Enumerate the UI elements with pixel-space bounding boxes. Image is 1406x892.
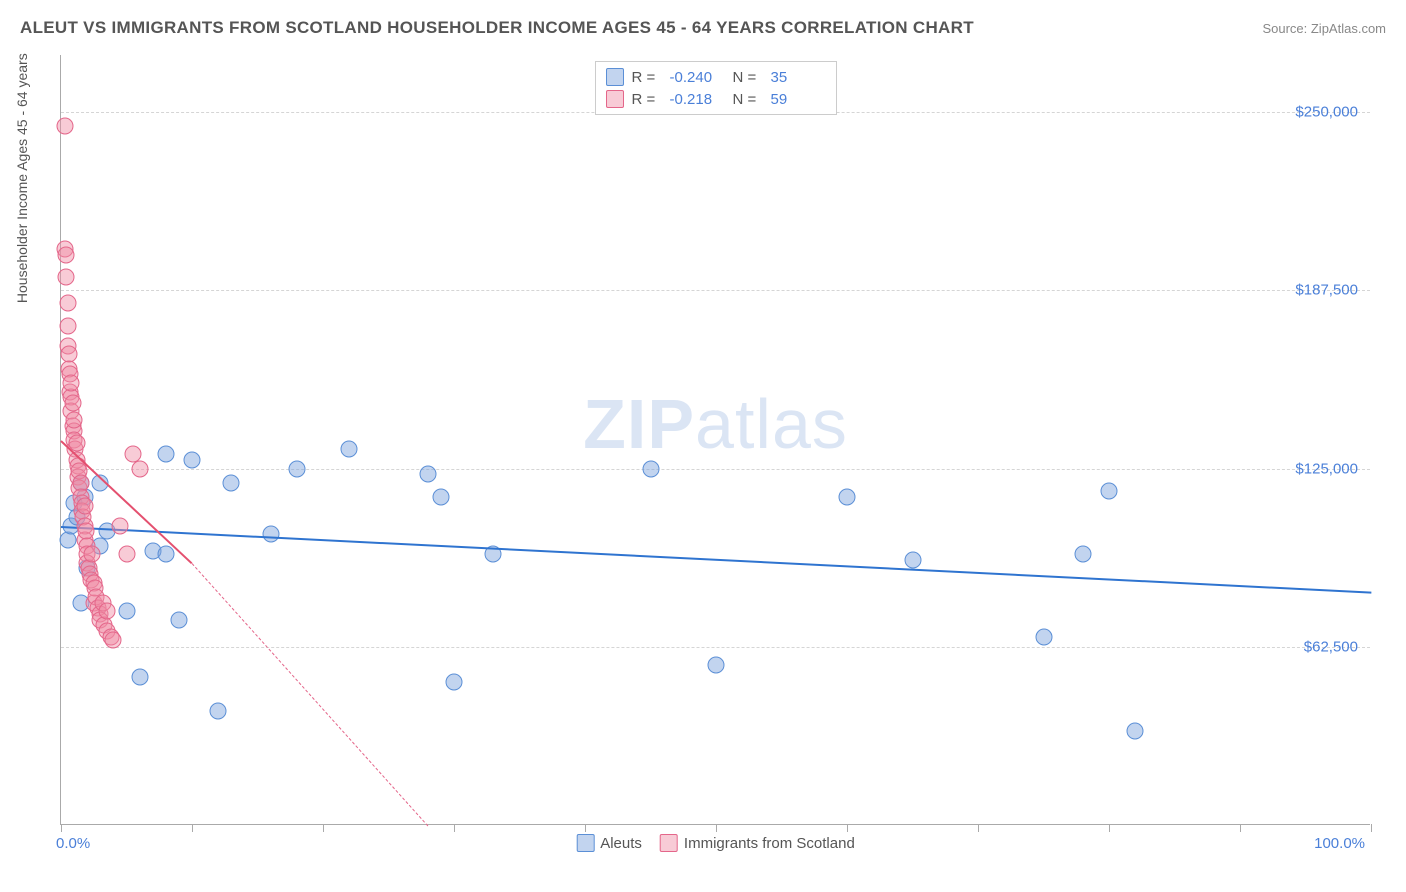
legend-swatch-scotland: [606, 90, 624, 108]
data-point: [59, 295, 76, 312]
xtick: [192, 824, 193, 832]
data-point: [262, 526, 279, 543]
data-point: [131, 668, 148, 685]
legend-label-scotland: Immigrants from Scotland: [684, 835, 855, 852]
gridline-h: [61, 469, 1370, 470]
legend-swatch-aleuts-icon: [576, 834, 594, 852]
data-point: [157, 446, 174, 463]
xtick-label: 100.0%: [1314, 835, 1365, 852]
data-point: [642, 460, 659, 477]
data-point: [904, 551, 921, 568]
data-point: [839, 489, 856, 506]
legend-r-label: R =: [632, 91, 662, 108]
xtick: [323, 824, 324, 832]
data-point: [58, 246, 75, 263]
legend-n-value-0: 35: [771, 69, 826, 86]
legend-row-aleuts: R = -0.240 N = 35: [606, 66, 826, 88]
scatter-chart: ZIPatlas R = -0.240 N = 35 R = -0.218 N …: [60, 55, 1370, 825]
legend-item-aleuts: Aleuts: [576, 834, 642, 852]
data-point: [432, 489, 449, 506]
data-point: [210, 702, 227, 719]
legend-swatch-aleuts: [606, 68, 624, 86]
data-point: [56, 118, 73, 135]
data-point: [288, 460, 305, 477]
legend-stats: R = -0.240 N = 35 R = -0.218 N = 59: [595, 61, 837, 115]
legend-series: Aleuts Immigrants from Scotland: [576, 834, 855, 852]
data-point: [1035, 628, 1052, 645]
data-point: [223, 474, 240, 491]
data-point: [131, 460, 148, 477]
data-point: [84, 546, 101, 563]
trend-line-extrapolated: [192, 563, 429, 826]
data-point: [58, 269, 75, 286]
legend-label-aleuts: Aleuts: [600, 835, 642, 852]
legend-row-scotland: R = -0.218 N = 59: [606, 88, 826, 110]
data-point: [105, 631, 122, 648]
xtick: [978, 824, 979, 832]
data-point: [64, 394, 81, 411]
xtick: [1240, 824, 1241, 832]
ytick-label: $62,500: [1304, 638, 1358, 655]
xtick: [61, 824, 62, 832]
data-point: [98, 603, 115, 620]
data-point: [1127, 722, 1144, 739]
data-point: [184, 451, 201, 468]
data-point: [59, 531, 76, 548]
xtick: [716, 824, 717, 832]
xtick: [585, 824, 586, 832]
ytick-label: $187,500: [1295, 282, 1358, 299]
legend-r-label: R =: [632, 69, 662, 86]
xtick-label: 0.0%: [56, 835, 90, 852]
trend-line: [61, 526, 1371, 594]
legend-item-scotland: Immigrants from Scotland: [660, 834, 855, 852]
chart-source: Source: ZipAtlas.com: [1262, 21, 1386, 36]
ytick-label: $125,000: [1295, 460, 1358, 477]
data-point: [1101, 483, 1118, 500]
watermark: ZIPatlas: [583, 384, 848, 464]
data-point: [76, 497, 93, 514]
data-point: [66, 412, 83, 429]
ytick-label: $250,000: [1295, 104, 1358, 121]
data-point: [708, 657, 725, 674]
chart-header: ALEUT VS IMMIGRANTS FROM SCOTLAND HOUSEH…: [20, 18, 1386, 38]
gridline-h: [61, 290, 1370, 291]
legend-n-value-1: 59: [771, 91, 826, 108]
legend-swatch-scotland-icon: [660, 834, 678, 852]
data-point: [1074, 546, 1091, 563]
data-point: [341, 440, 358, 457]
xtick: [1371, 824, 1372, 832]
xtick: [454, 824, 455, 832]
legend-n-label: N =: [733, 91, 763, 108]
legend-r-value-1: -0.218: [670, 91, 725, 108]
legend-r-value-0: -0.240: [670, 69, 725, 86]
y-axis-label: Householder Income Ages 45 - 64 years: [14, 53, 30, 303]
data-point: [118, 546, 135, 563]
data-point: [446, 674, 463, 691]
legend-n-label: N =: [733, 69, 763, 86]
xtick: [1109, 824, 1110, 832]
data-point: [59, 317, 76, 334]
data-point: [63, 374, 80, 391]
data-point: [157, 546, 174, 563]
xtick: [847, 824, 848, 832]
gridline-h: [61, 647, 1370, 648]
chart-title: ALEUT VS IMMIGRANTS FROM SCOTLAND HOUSEH…: [20, 18, 974, 38]
data-point: [118, 603, 135, 620]
data-point: [170, 611, 187, 628]
data-point: [111, 517, 128, 534]
data-point: [419, 466, 436, 483]
